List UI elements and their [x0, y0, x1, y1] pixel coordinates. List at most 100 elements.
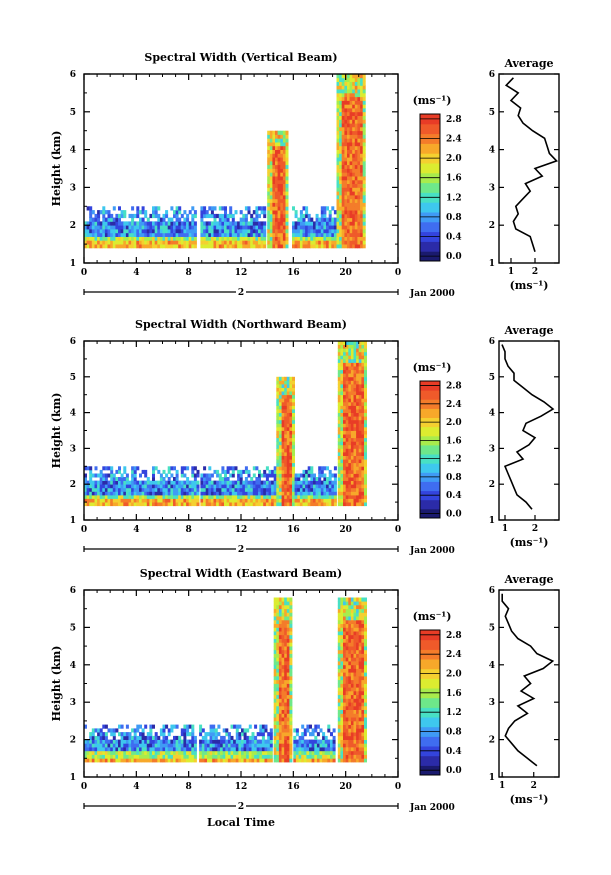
heatmap-cell — [201, 747, 205, 752]
heatmap-cell — [343, 672, 346, 677]
heatmap-cell — [218, 221, 222, 226]
heatmap-cell — [350, 739, 354, 744]
heatmap-cell — [358, 732, 362, 737]
heatmap-cell — [347, 229, 350, 234]
heatmap-cell — [352, 100, 356, 105]
heatmap-cell — [165, 473, 169, 478]
heatmap-cell — [341, 244, 345, 249]
heatmap-cell — [178, 502, 182, 507]
colorbar-tick-label: 2.0 — [446, 418, 462, 428]
heatmap-cell — [339, 206, 343, 211]
heatmap-cell — [364, 646, 367, 651]
heatmap-cell — [295, 728, 299, 733]
heatmap-cell — [357, 115, 361, 120]
heatmap-cell — [261, 743, 265, 748]
heatmap-cell — [282, 149, 286, 154]
heatmap-cell — [284, 462, 288, 467]
heatmap-cell — [345, 683, 349, 688]
heatmap-cell — [364, 631, 367, 636]
heatmap-cell — [305, 210, 309, 215]
heatmap-cell — [210, 240, 214, 245]
heatmap-cell — [269, 221, 273, 226]
heatmap-cell — [362, 179, 366, 184]
heatmap-cell — [281, 597, 285, 602]
heatmap-cell — [358, 735, 362, 740]
heatmap-cell — [319, 743, 323, 748]
heatmap-cell — [286, 732, 290, 737]
heatmap-cell — [340, 605, 344, 610]
heatmap-cell — [314, 743, 318, 748]
heatmap-cell — [306, 724, 310, 729]
heatmap-cell — [364, 605, 367, 610]
heatmap-cell — [354, 225, 358, 230]
heatmap-cell — [278, 391, 282, 396]
heatmap-cell — [152, 229, 155, 234]
heatmap-cell — [162, 498, 166, 503]
heatmap-cell — [281, 683, 285, 688]
heatmap-cell — [356, 394, 360, 399]
heatmap-cell — [193, 743, 197, 748]
heatmap-cell — [337, 423, 341, 428]
heatmap-cell — [107, 213, 111, 219]
panel-3: Spectral Width (Eastward Beam)0 4 8 12 16 20 0… — [50, 567, 560, 829]
heatmap-cell — [326, 477, 329, 481]
heatmap-cell — [207, 747, 210, 752]
heatmap-cell — [349, 206, 353, 211]
heatmap-cell — [102, 750, 106, 755]
heatmap-cell — [276, 638, 280, 643]
heatmap-cell — [86, 232, 90, 237]
heatmap-cell — [349, 100, 353, 105]
heatmap-cell — [275, 232, 278, 237]
heatmap-cell — [167, 232, 171, 237]
heatmap-cell — [360, 108, 364, 113]
heatmap-cell — [358, 412, 362, 417]
heatmap-cell — [298, 743, 302, 748]
heatmap-cell — [128, 480, 132, 485]
heatmap-cell — [337, 398, 341, 403]
heatmap-cell — [347, 183, 350, 188]
heatmap-cell — [84, 758, 87, 763]
heatmap-cell — [337, 426, 341, 431]
heatmap-cell — [276, 616, 280, 621]
heatmap-cell — [97, 494, 101, 499]
heatmap-cell — [345, 627, 349, 632]
heatmap-cell — [347, 179, 350, 184]
heatmap-cell — [280, 134, 284, 139]
heatmap-cell — [273, 728, 277, 733]
heatmap-cell — [146, 491, 150, 496]
heatmap-cell — [315, 225, 319, 230]
heatmap-cell — [276, 426, 280, 431]
heatmap-cell — [86, 502, 90, 507]
heatmap-cell — [275, 145, 278, 150]
heatmap-cell — [323, 217, 327, 222]
heatmap-cell — [278, 664, 282, 669]
heatmap-cell — [255, 225, 259, 230]
heatmap-cell — [332, 739, 336, 744]
heatmap-cell — [350, 394, 354, 399]
heatmap-cell — [193, 225, 197, 230]
heatmap-cell — [336, 108, 340, 113]
heatmap-cell — [231, 213, 235, 219]
heatmap-cell — [277, 217, 281, 222]
heatmap-cell — [356, 676, 360, 681]
heatmap-cell — [154, 739, 158, 744]
heatmap-cell — [221, 502, 225, 507]
heatmap-cell — [284, 452, 288, 456]
heatmap-cell — [248, 754, 252, 759]
heatmap-cell — [348, 394, 352, 399]
heatmap-cell — [278, 502, 282, 507]
heatmap-cell — [276, 462, 280, 467]
heatmap-cell — [231, 229, 235, 234]
heatmap-cell — [258, 225, 261, 230]
colorbar-swatch — [420, 123, 440, 135]
heatmap-cell — [361, 405, 365, 410]
heatmap-cell — [348, 713, 352, 718]
heatmap-cell — [170, 484, 174, 489]
heatmap-cell — [89, 217, 93, 222]
heatmap-cell — [115, 491, 119, 496]
heatmap-cell — [175, 747, 179, 752]
heatmap-cell — [297, 221, 301, 226]
heatmap-cell — [273, 627, 277, 632]
heatmap-cell — [285, 149, 289, 154]
heatmap-cell — [214, 750, 218, 755]
